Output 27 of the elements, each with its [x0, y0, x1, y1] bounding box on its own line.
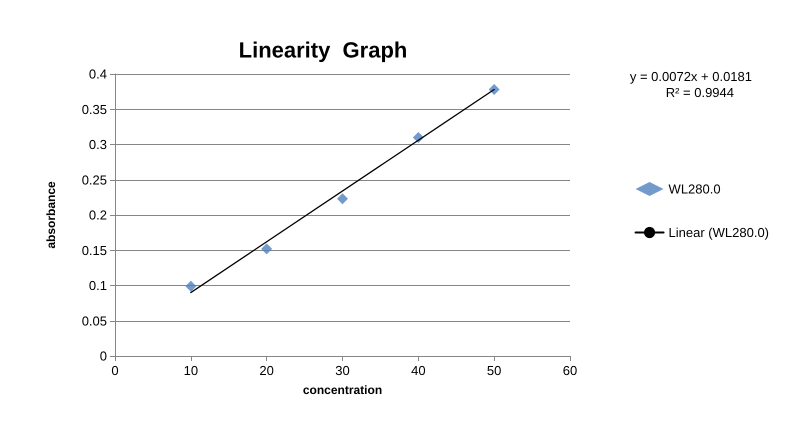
y-tick-label: 0.35 [82, 102, 107, 117]
x-tick-label: 10 [184, 363, 198, 378]
x-tick-label: 40 [411, 363, 426, 378]
point [488, 84, 500, 96]
y-tick-label: 0.4 [88, 66, 107, 82]
x-tick-label: 20 [259, 363, 274, 378]
point [261, 243, 272, 254]
y-tick-label: 0.3 [88, 137, 107, 152]
x-tick-label: 0 [111, 363, 119, 378]
y-tick-label: 0.1 [88, 278, 107, 293]
y-tick-label: 0 [100, 348, 107, 364]
x-tick-label: 60 [562, 363, 578, 378]
point [185, 280, 196, 292]
chart-title: Linearity Graph [238, 38, 408, 62]
y-tick-label: 0.15 [82, 242, 107, 258]
y-tick-label: 0.05 [82, 313, 107, 328]
legend-label: Linear (WL280.0) [668, 225, 770, 240]
x-tick-label: 30 [335, 363, 350, 378]
text: R² = 0.9944 [666, 85, 734, 100]
y-tick-label: 0.25 [82, 172, 107, 188]
legend-label: WL280.0 [668, 182, 721, 196]
point [337, 193, 348, 204]
x-tick-label: 50 [486, 363, 502, 378]
text: y = 0.0072x + 0.0181 [630, 69, 752, 84]
x-axis-title: concentration [302, 383, 382, 397]
y-tick-label: 0.2 [88, 208, 107, 222]
y-axis-title: absorbance [44, 180, 58, 249]
